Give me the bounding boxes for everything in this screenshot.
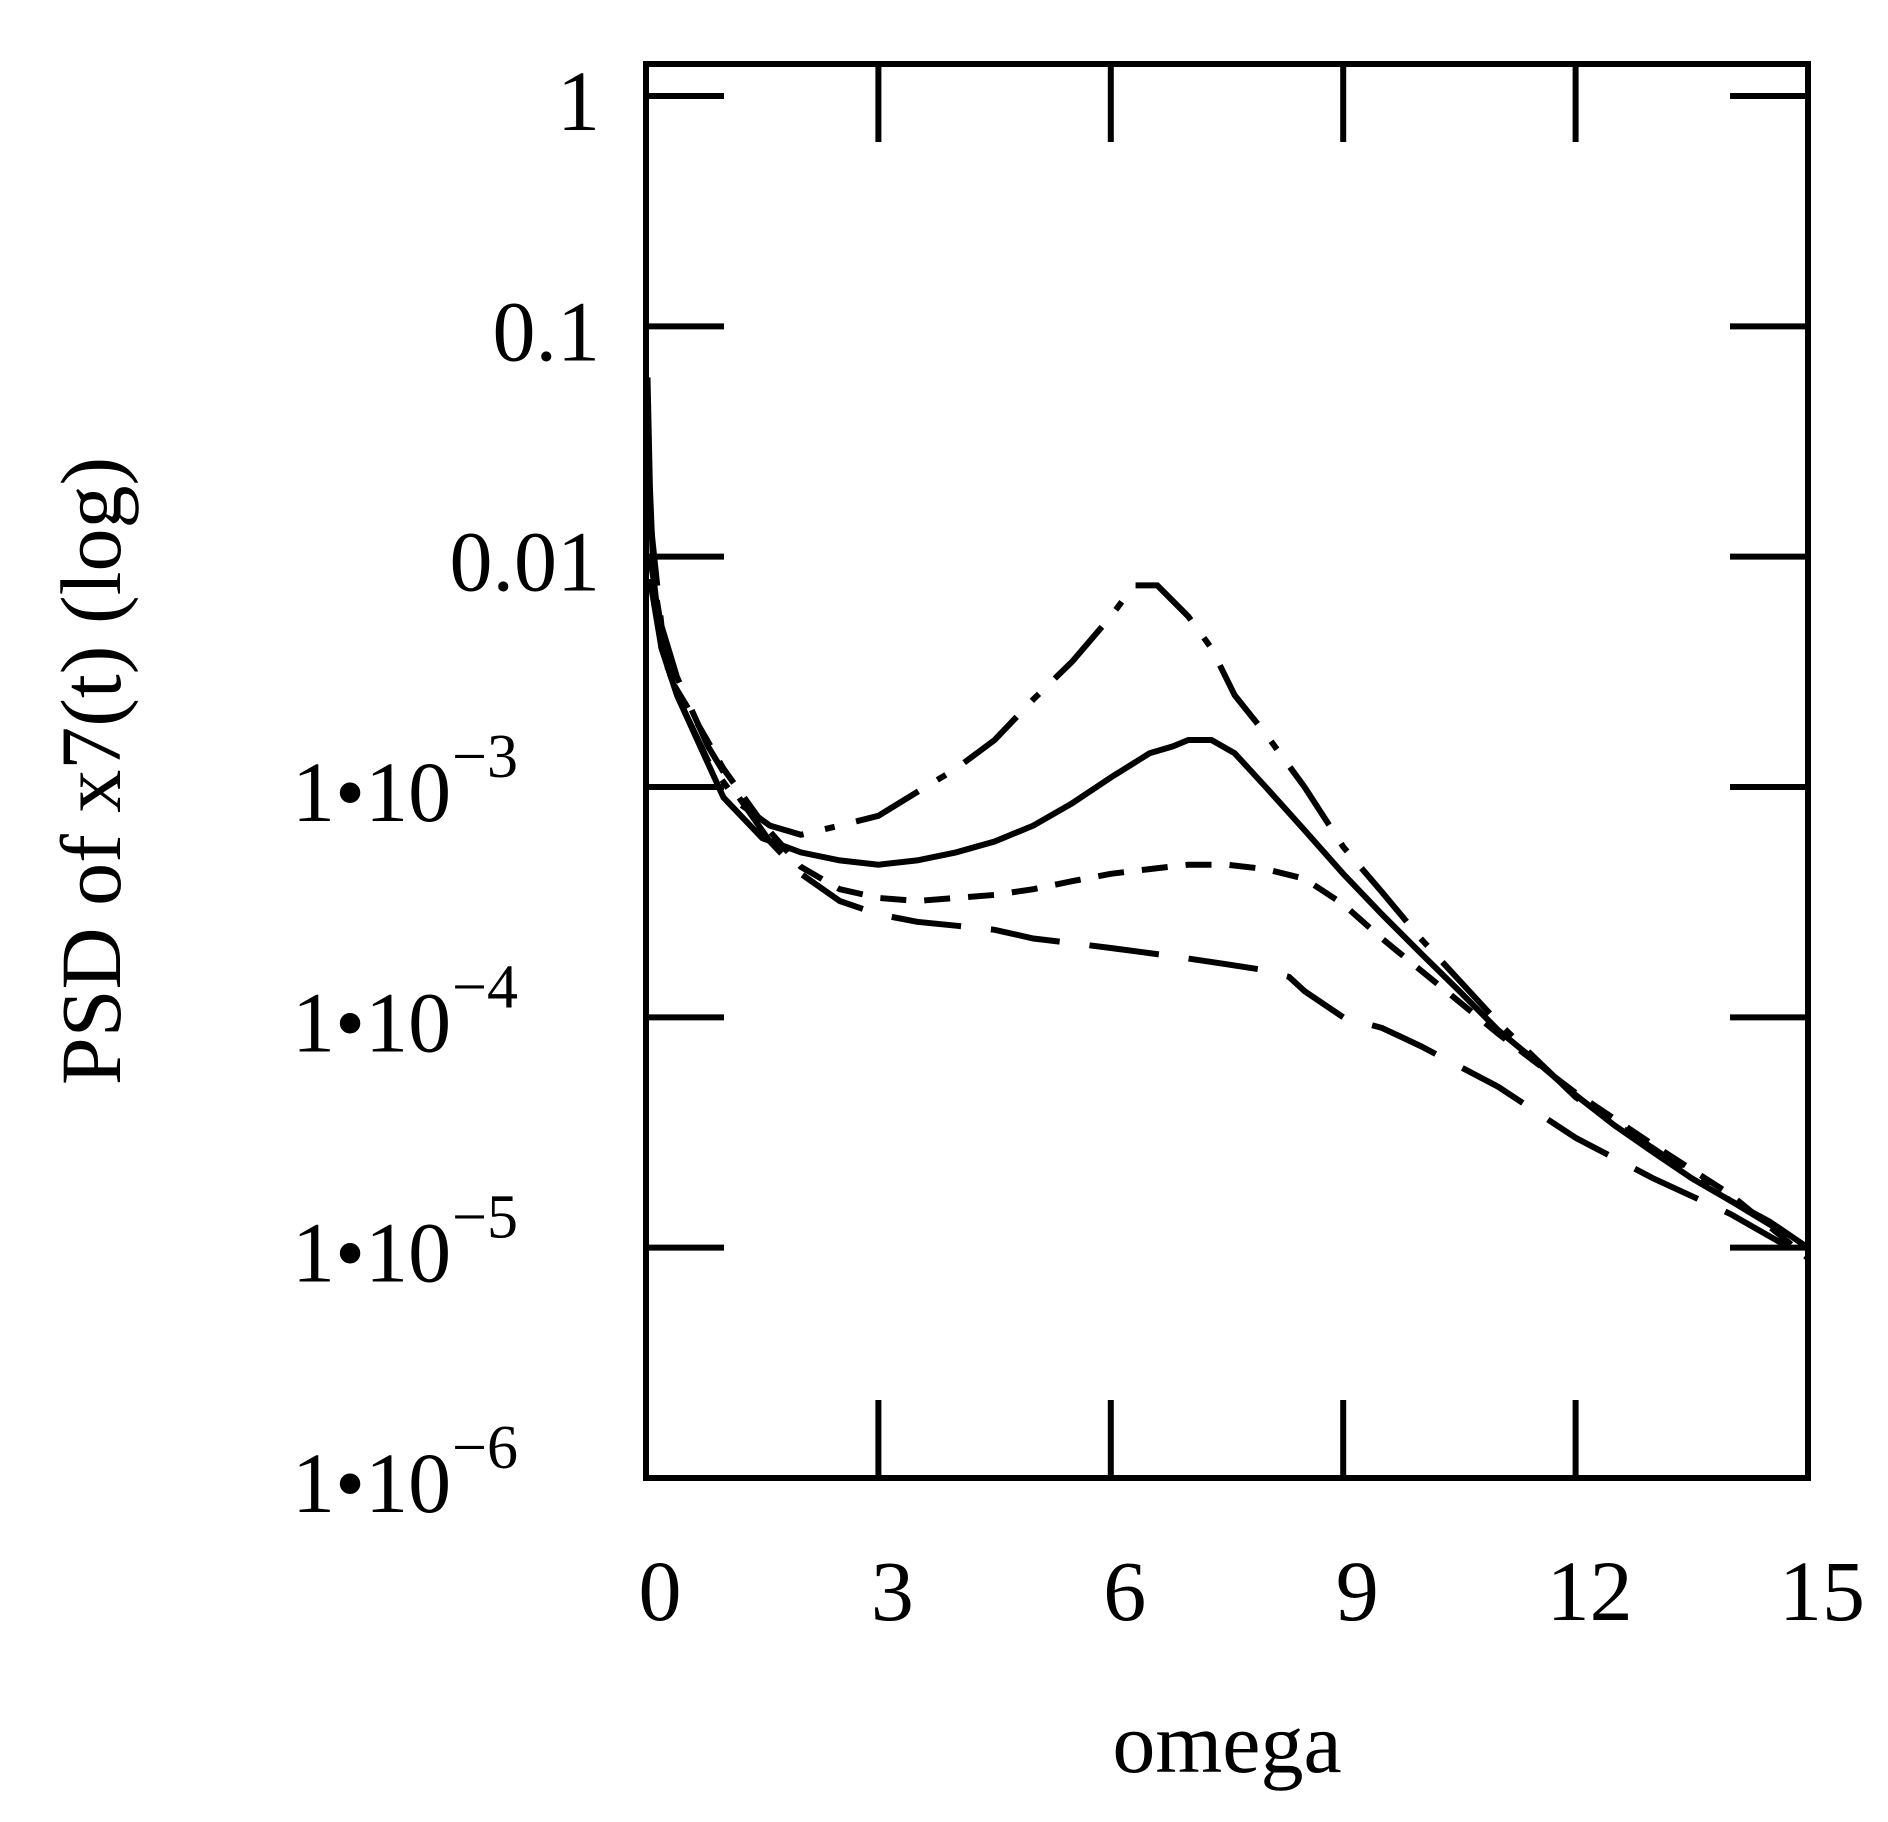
series-line-long-dash xyxy=(646,515,1810,1261)
y-tick-exponent-6: −6 xyxy=(452,1414,518,1482)
y-tick-label-2: 0.01 xyxy=(450,514,601,610)
tick-layer xyxy=(643,64,1811,1481)
y-tick-label-1: 0.1 xyxy=(493,283,601,379)
y-tick-label-3: 1•10 xyxy=(292,744,451,840)
y-tick-label-0: 1 xyxy=(557,53,600,149)
y-tick-exponent-4: −4 xyxy=(452,953,518,1021)
series-line-dash-dot xyxy=(646,578,1810,1251)
x-tick-label-15: 15 xyxy=(1779,1543,1865,1639)
series-layer xyxy=(644,377,1810,1261)
plot-frame xyxy=(643,61,1811,1481)
y-tick-exponent-5: −5 xyxy=(452,1184,518,1252)
x-tick-label-3: 3 xyxy=(871,1543,914,1639)
x-axis-title: omega xyxy=(1112,1695,1341,1791)
y-axis-title: PSD of x7(t) (log) xyxy=(43,457,139,1085)
x-tick-label-6: 6 xyxy=(1103,1543,1146,1639)
y-tick-exponent-3: −3 xyxy=(452,723,518,791)
x-tick-label-9: 9 xyxy=(1336,1543,1379,1639)
y-tick-label-4: 1•10 xyxy=(292,974,451,1070)
y-tick-label-5: 1•10 xyxy=(292,1205,451,1301)
series-line-short-dash xyxy=(646,556,1810,1261)
x-tick-label-0: 0 xyxy=(639,1543,682,1639)
y-tick-label-6: 1•10 xyxy=(292,1435,451,1531)
x-tick-label-12: 12 xyxy=(1547,1543,1633,1639)
series-line-solid xyxy=(644,377,1810,1251)
